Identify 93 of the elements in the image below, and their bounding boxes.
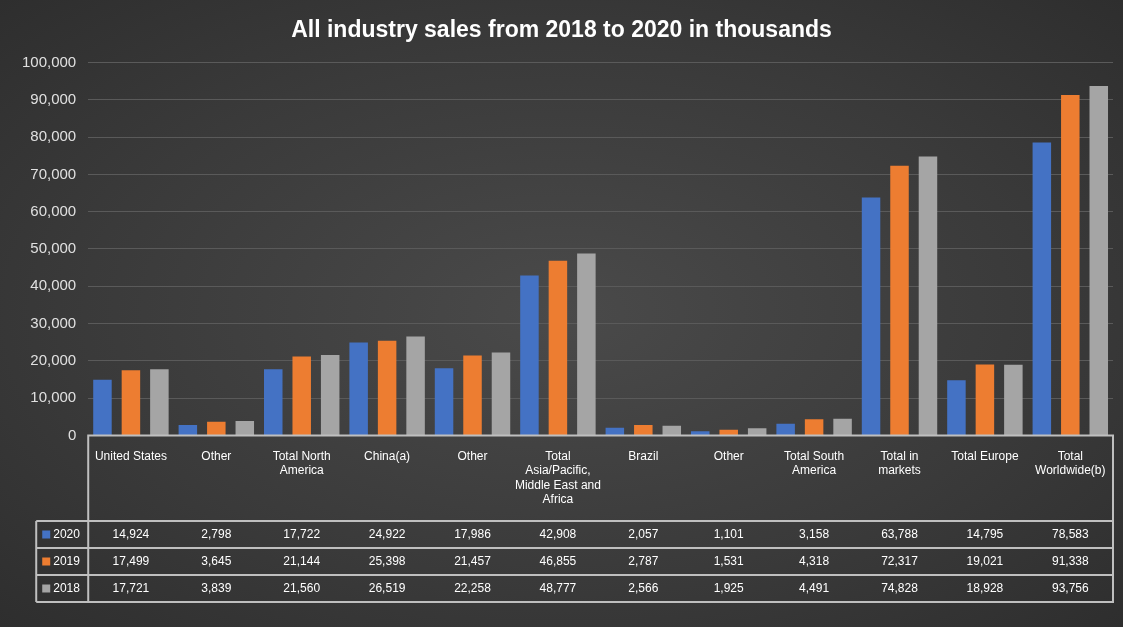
- bar: [804, 419, 824, 435]
- bar: [577, 253, 596, 435]
- bar: [1032, 142, 1052, 435]
- bar: [463, 355, 482, 435]
- data-label: 78,583: [1051, 526, 1089, 541]
- bar: [349, 342, 368, 435]
- data-label: 21,560: [283, 580, 321, 595]
- data-label: 17,721: [112, 580, 150, 595]
- data-label: 14,924: [112, 526, 150, 541]
- data-label: 2,787: [628, 553, 659, 568]
- y-tick-label: 10,000: [30, 388, 77, 406]
- bar: [548, 260, 568, 435]
- data-label: 18,928: [966, 580, 1004, 595]
- data-label: 19,021: [966, 553, 1004, 568]
- bar: [776, 423, 795, 435]
- bar: [890, 165, 909, 435]
- data-label: 21,457: [454, 553, 492, 568]
- data-label: 4,318: [799, 553, 830, 568]
- data-label: 74,828: [881, 580, 919, 595]
- y-tick-label: 50,000: [30, 239, 77, 257]
- x-tick-label: Total Asia/Pacific, Middle East and Africa: [514, 448, 601, 507]
- bar: [150, 369, 169, 435]
- data-label: 1,925: [713, 580, 745, 595]
- x-tick-label: China(a): [364, 448, 411, 463]
- y-tick-label: 0: [67, 425, 77, 443]
- bar: [861, 197, 881, 435]
- bar: [93, 379, 112, 435]
- legend-label: 2018: [53, 580, 81, 595]
- data-label: 2,566: [628, 580, 659, 595]
- y-tick-label: 90,000: [30, 90, 77, 108]
- data-label: 24,922: [368, 526, 406, 541]
- bar: [121, 370, 141, 435]
- x-tick-label: Total South America: [784, 448, 845, 478]
- data-label: 4,491: [799, 580, 830, 595]
- bar: [975, 364, 995, 435]
- data-label: 72,317: [881, 553, 919, 568]
- data-label: 21,144: [283, 553, 321, 568]
- bar: [207, 421, 226, 435]
- data-label: 25,398: [368, 553, 406, 568]
- y-tick-label: 40,000: [30, 276, 77, 294]
- data-label: 91,338: [1051, 553, 1089, 568]
- bar: [634, 425, 653, 435]
- bar: [434, 368, 454, 435]
- data-label: 63,788: [881, 526, 919, 541]
- data-label: 17,499: [112, 553, 150, 568]
- data-label: 42,908: [539, 526, 577, 541]
- bar: [918, 156, 938, 435]
- y-tick-label: 60,000: [30, 201, 77, 219]
- data-label: 1,531: [713, 553, 745, 568]
- data-label: 93,756: [1051, 580, 1089, 595]
- bar: [264, 369, 283, 435]
- data-label: 3,158: [799, 526, 830, 541]
- x-tick-label: Other: [457, 448, 488, 463]
- bar: [406, 336, 425, 435]
- bar: [1061, 94, 1080, 435]
- bar: [833, 418, 852, 435]
- y-tick-label: 70,000: [30, 164, 77, 182]
- bar: [320, 355, 340, 435]
- x-tick-label: Total Worldwide(b): [1035, 448, 1106, 478]
- data-label: 26,519: [368, 580, 406, 595]
- data-label: 48,777: [539, 580, 577, 595]
- data-label: 3,839: [201, 580, 232, 595]
- x-tick-label: Total in markets: [878, 448, 921, 478]
- x-tick-label: Total North America: [272, 448, 331, 478]
- bar: [947, 380, 966, 435]
- data-label: 1,101: [713, 526, 745, 541]
- y-tick-label: 80,000: [30, 127, 77, 145]
- bar: [1004, 364, 1023, 435]
- data-label: 46,855: [539, 553, 577, 568]
- data-label: 22,258: [454, 580, 492, 595]
- legend-label: 2020: [53, 526, 81, 541]
- data-label: 14,795: [966, 526, 1004, 541]
- bar: [235, 421, 255, 435]
- data-label: 17,722: [283, 526, 321, 541]
- data-label: 3,645: [201, 553, 232, 568]
- data-label: 2,057: [628, 526, 659, 541]
- bar: [491, 352, 511, 435]
- x-tick-label: Other: [201, 448, 232, 463]
- bar: [292, 356, 311, 435]
- x-tick-label: Other: [713, 448, 744, 463]
- data-label: 17,986: [454, 526, 492, 541]
- bar: [1089, 85, 1109, 435]
- data-label: 2,798: [201, 526, 232, 541]
- bar: [520, 275, 539, 435]
- bar: [377, 340, 397, 435]
- x-tick-label: Brazil: [628, 448, 659, 463]
- y-tick-label: 100,000: [21, 52, 77, 70]
- y-tick-label: 30,000: [30, 313, 77, 331]
- chart-title: All industry sales from 2018 to 2020 in thousands: [291, 16, 832, 43]
- legend-label: 2019: [53, 553, 81, 568]
- y-tick-label: 20,000: [30, 350, 77, 368]
- x-tick-label: United States: [94, 448, 167, 463]
- x-tick-label: Total Europe: [951, 448, 1019, 463]
